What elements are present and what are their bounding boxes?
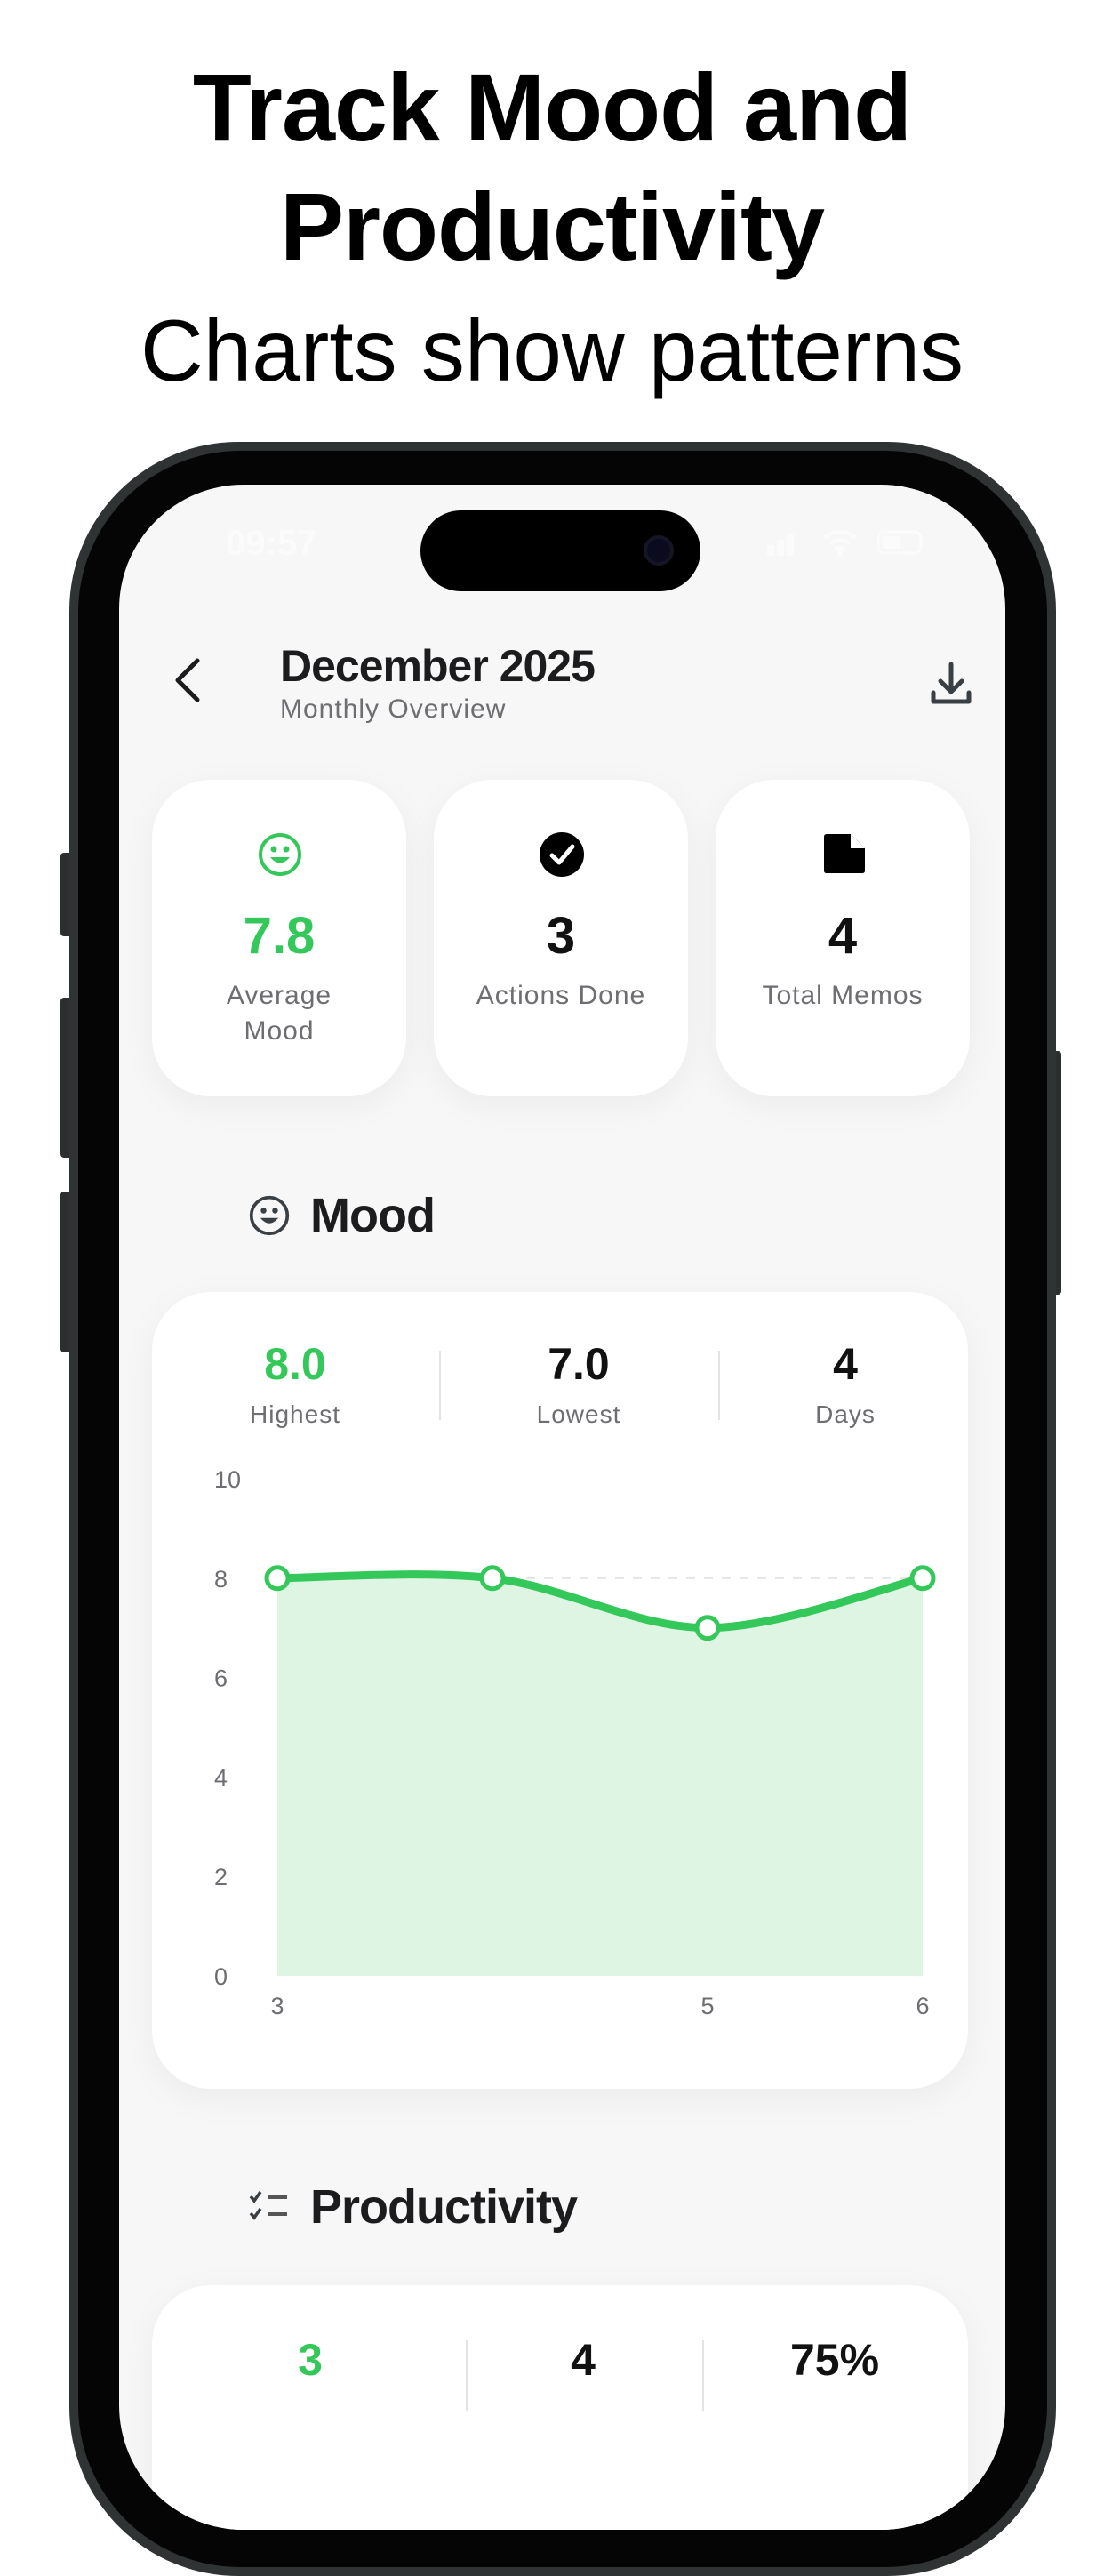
checkmark-circle-icon: [540, 832, 584, 877]
stat-label: Highest: [250, 1400, 340, 1428]
summary-value: 7.8: [243, 907, 316, 965]
y-tick-label: 6: [214, 1665, 228, 1692]
stat-value: 75%: [789, 2335, 880, 2385]
smiley-icon: [259, 833, 301, 876]
stat-value: 3: [298, 2335, 323, 2385]
productivity-card: 3 4 75%: [152, 2285, 968, 2530]
summary-label: Total Memos: [762, 981, 924, 1010]
area-fill: [277, 1574, 923, 1976]
data-point: [694, 1615, 721, 1641]
productivity-section-header: Productivity: [248, 2179, 578, 2235]
promo-title-line1: Track Mood and: [192, 53, 912, 161]
stat-label: Days: [815, 1400, 876, 1428]
divider: [702, 2340, 704, 2411]
divider: [466, 2340, 468, 2411]
mood-stat-highest: 8.0 Highest: [162, 1338, 428, 1429]
download-icon[interactable]: [926, 659, 976, 709]
summary-value: 3: [546, 907, 576, 965]
data-point: [264, 1565, 291, 1592]
mood-line-chart: 0 2 4 6 8 10 3 5 6: [214, 1466, 936, 2019]
stat-value: 7.0: [548, 1339, 610, 1389]
summary-card-total-memos: 4 Total Memos: [716, 780, 970, 1096]
y-tick-label: 8: [214, 1566, 228, 1593]
stat-value: 4: [833, 1339, 858, 1389]
productivity-heading: Productivity: [310, 2180, 578, 2234]
y-tick-label: 2: [214, 1864, 228, 1890]
productivity-stat: 75%: [701, 2334, 968, 2386]
productivity-stat: 4: [450, 2334, 716, 2386]
y-tick-label: 0: [214, 1963, 228, 1990]
divider: [439, 1351, 441, 1420]
mood-stat-lowest: 7.0 Lowest: [445, 1338, 712, 1429]
divider: [718, 1351, 720, 1420]
mood-stat-days: 4 Days: [712, 1338, 979, 1429]
status-time: 09:57: [226, 524, 317, 563]
x-tick-label: 3: [270, 1993, 284, 2019]
page-title: December 2025: [280, 641, 596, 691]
promo-subtitle: Charts show patterns: [140, 301, 964, 399]
checklist-icon: [249, 2190, 287, 2220]
battery-icon: [877, 530, 923, 555]
summary-card-actions-done: 3 Actions Done: [434, 780, 688, 1096]
smiley-icon: [249, 1195, 290, 1236]
back-button[interactable]: [164, 654, 217, 707]
y-tick-label: 10: [214, 1466, 241, 1493]
app-screen: 09:57 December 2025 Monthly Overview 7.8…: [119, 485, 1005, 2530]
stat-label: Lowest: [536, 1400, 621, 1428]
mood-line: [273, 1570, 927, 1633]
dynamic-island: [420, 510, 700, 591]
summary-label: Actions Done: [476, 981, 646, 1010]
document-icon: [824, 834, 865, 873]
stat-value: 8.0: [264, 1339, 326, 1389]
mood-chart-card: 8.0 Highest 7.0 Lowest 4 Days 0 2 4 6 8 10 3 5 6: [152, 1292, 968, 2089]
productivity-stat: 3: [177, 2334, 444, 2386]
x-tick-label: 6: [916, 1993, 929, 2019]
data-point: [479, 1565, 506, 1592]
y-tick-label: 4: [214, 1764, 228, 1791]
mood-section-header: Mood: [248, 1188, 436, 1243]
signal-icon: [767, 534, 794, 556]
wifi-icon: [822, 530, 858, 556]
status-icons: [767, 529, 927, 556]
page-subtitle: Monthly Overview: [280, 694, 507, 724]
promo-title-line2: Productivity: [279, 173, 825, 280]
summary-card-average-mood: 7.8 Average Mood: [152, 780, 406, 1096]
x-tick-label: 5: [700, 1993, 714, 2019]
stat-value: 4: [571, 2335, 596, 2385]
data-point: [909, 1565, 936, 1592]
mood-heading: Mood: [310, 1189, 436, 1242]
summary-value: 4: [828, 907, 858, 965]
summary-label: Average Mood: [226, 981, 332, 1046]
